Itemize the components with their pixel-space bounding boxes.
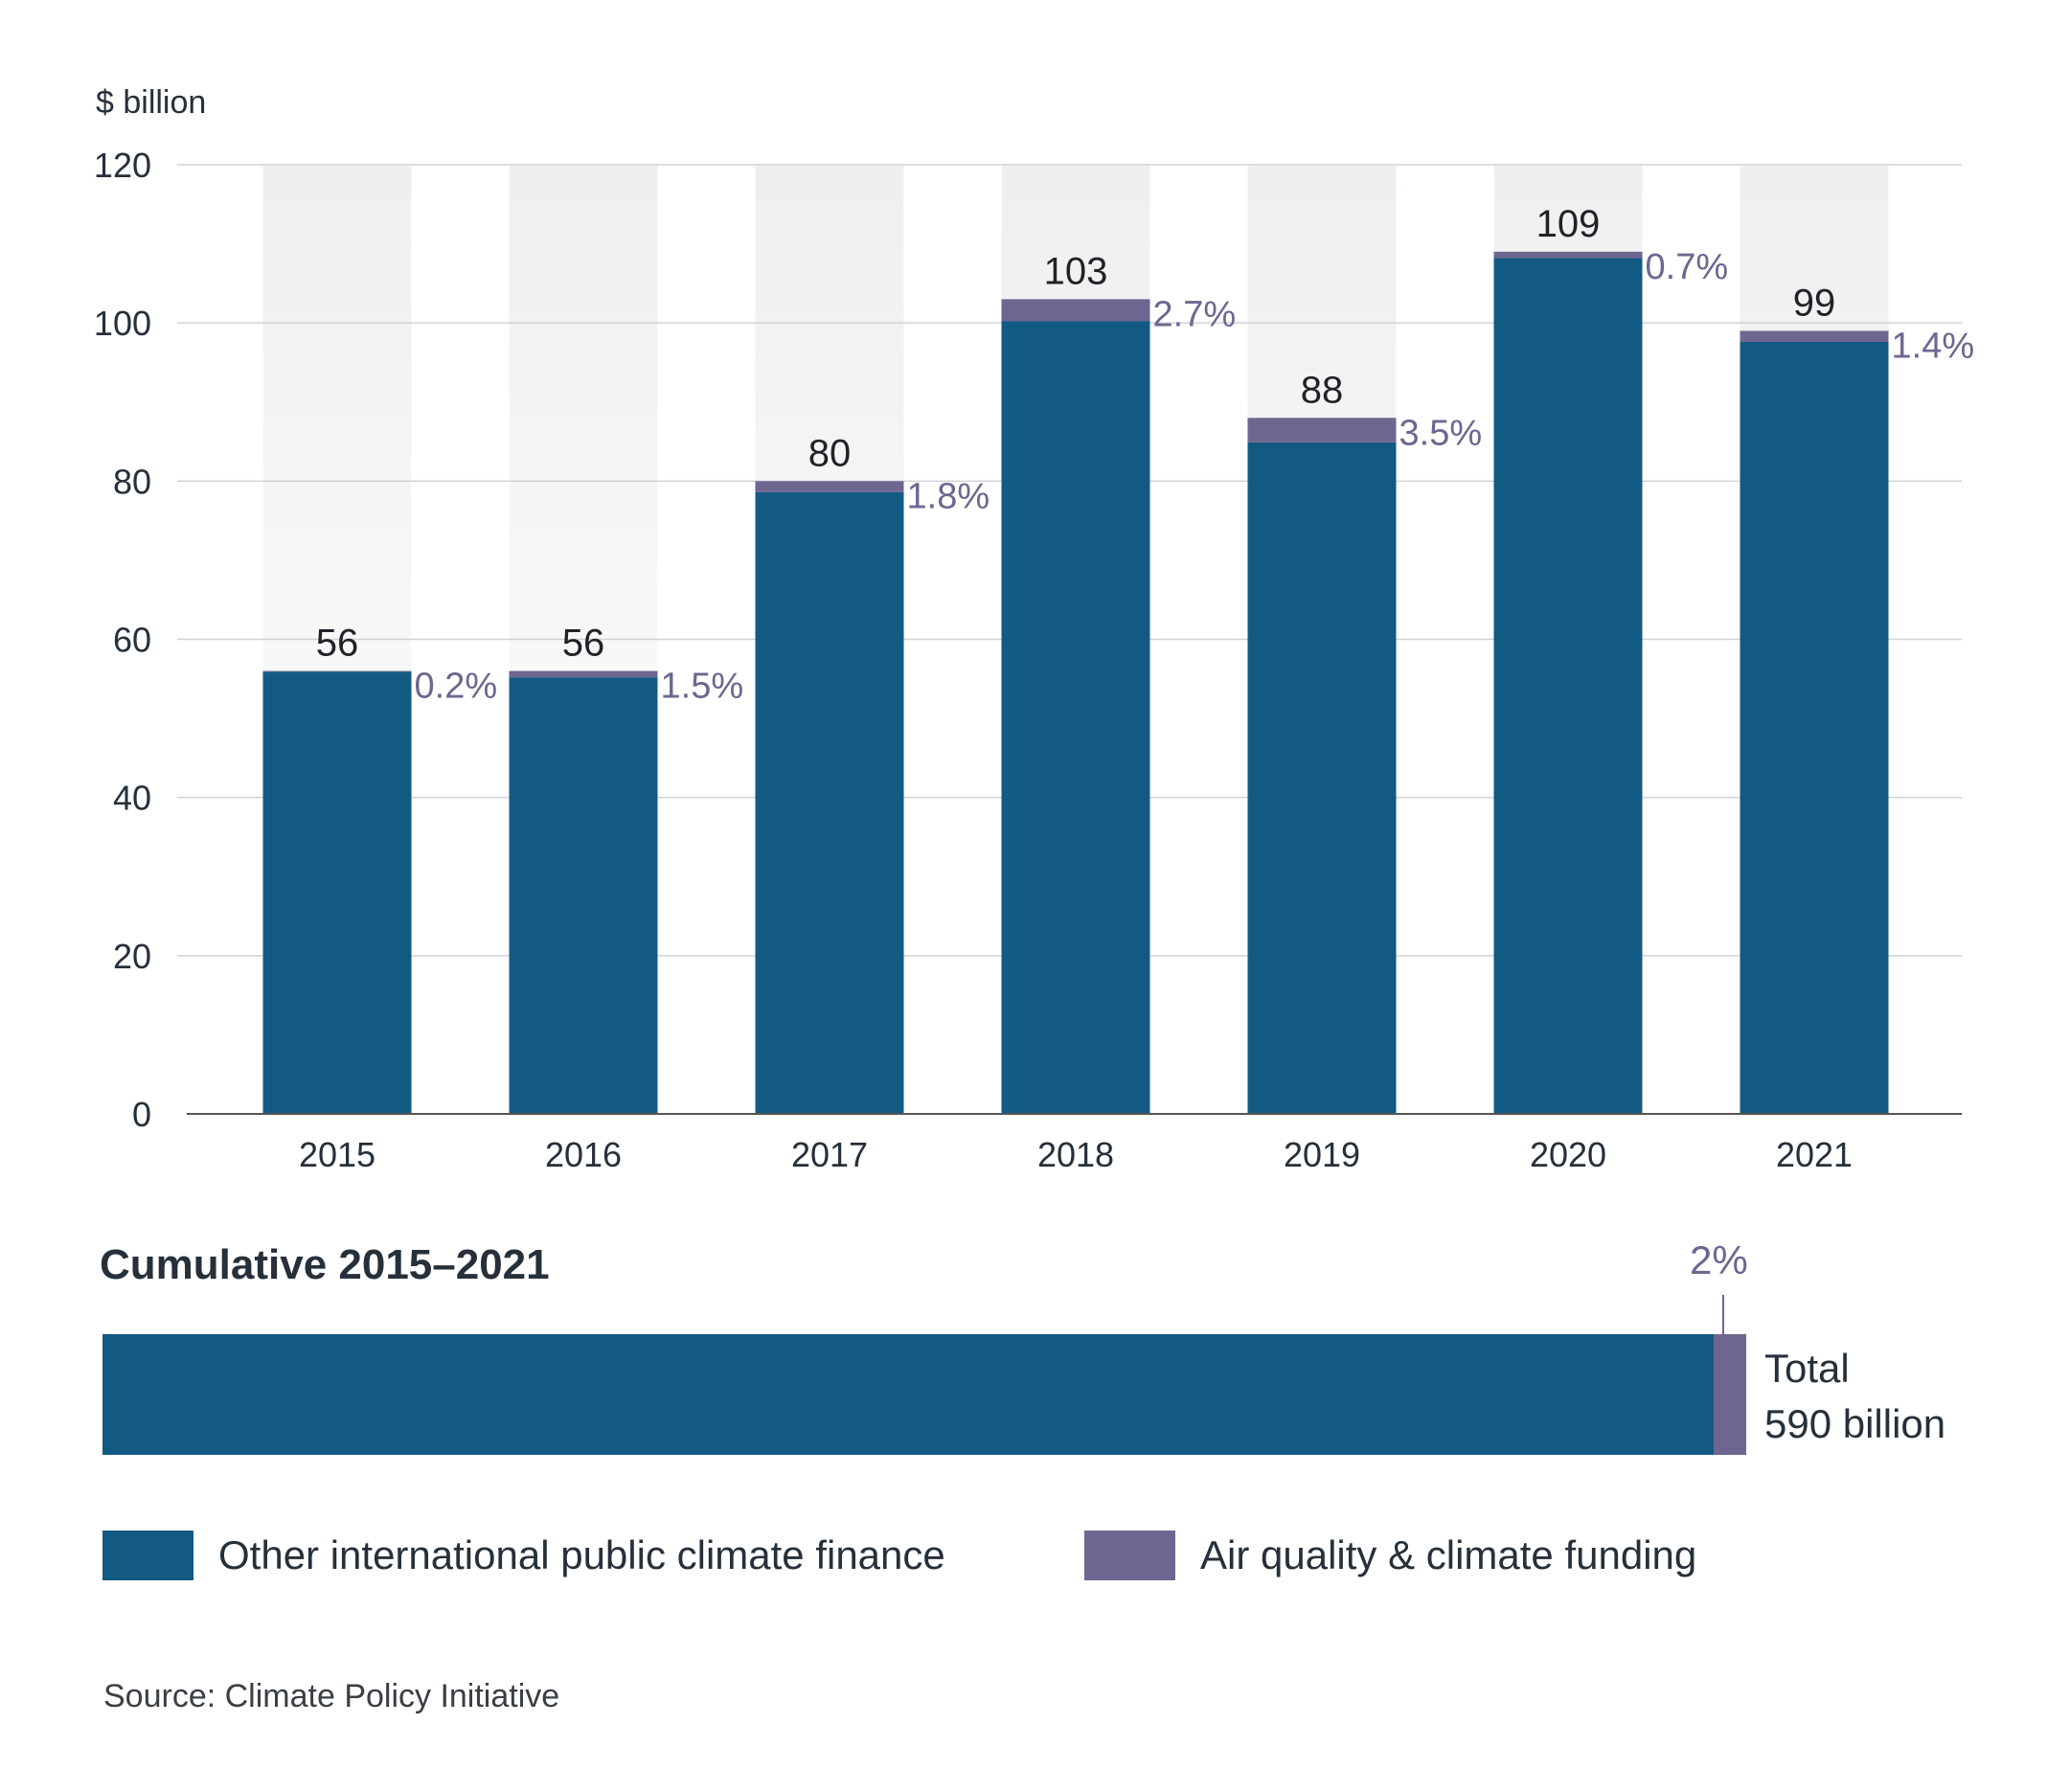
air-share-label: 1.5% (661, 667, 744, 707)
cumulative-total-line1: Total (1764, 1346, 1850, 1391)
total-value-label: 88 (1301, 369, 1344, 411)
y-tick-label: 60 (113, 621, 151, 660)
x-tick-label: 2016 (545, 1135, 622, 1174)
bar-other-finance (509, 677, 658, 1114)
bar-other-finance (1493, 258, 1643, 1114)
x-tick-label: 2017 (791, 1135, 868, 1174)
bar-other-finance (262, 671, 412, 1114)
x-tick-label: 2019 (1284, 1135, 1360, 1174)
y-tick-label: 0 (132, 1095, 151, 1134)
bar-other-finance (1001, 321, 1150, 1114)
legend-swatch-main (102, 1531, 193, 1580)
data-labels: 56 0.2% 56 1.5% 80 1.8% 103 2.7% 88 3.5% 109 0.7% 99… (316, 203, 1974, 707)
cumulative-title: Cumulative 2015–2021 (100, 1241, 550, 1288)
total-value-label: 103 (1044, 250, 1108, 292)
cumulative-main-segment (102, 1334, 1714, 1455)
y-tick-label: 80 (113, 462, 151, 501)
bar-air-quality (509, 670, 658, 678)
y-tick-label: 120 (94, 146, 151, 185)
bar-other-finance (755, 491, 904, 1114)
bar-other-finance (1247, 442, 1397, 1114)
bar-air-quality (755, 481, 904, 492)
legend-label-air: Air quality & climate funding (1200, 1532, 1697, 1577)
bar-air-quality (262, 670, 412, 672)
cumulative-total: Total 590 billion (1764, 1341, 1945, 1452)
y-tick-label: 40 (113, 779, 151, 818)
air-share-label: 0.7% (1646, 247, 1729, 287)
legend-label-main: Other international public climate finan… (218, 1532, 945, 1577)
cumulative-pointer-line (1722, 1295, 1724, 1337)
air-share-label: 3.5% (1399, 413, 1483, 453)
total-value-label: 99 (1793, 282, 1836, 324)
cumulative-air-segment (1713, 1334, 1746, 1455)
legend-item-main: Other international public climate finan… (102, 1531, 945, 1580)
legend-swatch-air (1084, 1531, 1175, 1580)
total-value-label: 56 (562, 623, 605, 665)
bar-chart: $ billion 0 20 40 60 80 100 120 56 0.2% 56 1.5% 80… (94, 84, 1974, 1174)
y-tick-label: 20 (113, 937, 151, 976)
bar-air-quality (1740, 330, 1889, 342)
cumulative-air-share-label: 2% (1690, 1237, 1748, 1282)
total-value-label: 80 (808, 432, 852, 474)
bar-other-finance (1740, 341, 1889, 1114)
bar-air-quality (1247, 418, 1397, 442)
x-tick-label: 2015 (299, 1135, 375, 1174)
bars (262, 251, 1889, 1114)
air-share-label: 1.4% (1892, 326, 1975, 366)
y-axis-label: $ billion (96, 84, 206, 121)
air-share-label: 1.8% (907, 476, 990, 516)
bar-air-quality (1493, 251, 1643, 259)
cumulative-bar (102, 1334, 1746, 1455)
cumulative-total-line2: 590 billion (1764, 1401, 1946, 1446)
x-tick-label: 2020 (1530, 1135, 1606, 1174)
total-value-label: 109 (1536, 203, 1601, 245)
x-tick-label: 2021 (1776, 1135, 1853, 1174)
x-tick-label: 2018 (1037, 1135, 1114, 1174)
air-share-label: 0.2% (415, 667, 498, 707)
y-tick-label: 100 (94, 304, 151, 343)
air-share-label: 2.7% (1153, 294, 1237, 334)
source-note: Source: Climate Policy Initiative (103, 1678, 560, 1714)
x-tick-labels: 2015 2016 2017 2018 2019 2020 2021 (299, 1135, 1853, 1174)
y-tick-labels: 0 20 40 60 80 100 120 (94, 146, 151, 1134)
bar-air-quality (1001, 299, 1150, 322)
legend-item-air: Air quality & climate funding (1084, 1531, 1696, 1580)
total-value-label: 56 (316, 623, 359, 665)
